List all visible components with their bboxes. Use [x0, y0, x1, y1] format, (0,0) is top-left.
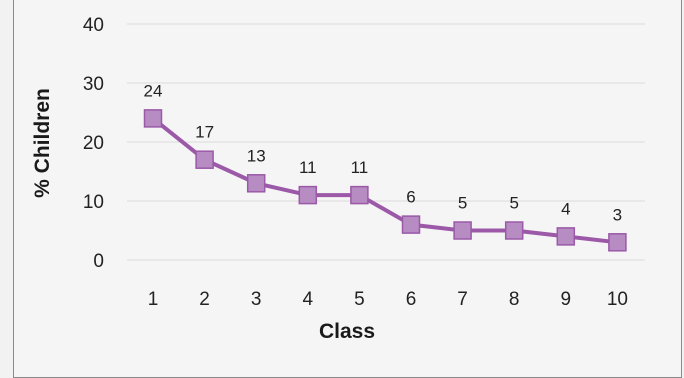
x-tick-label: 8: [509, 289, 520, 310]
marker-layer: [143, 109, 627, 252]
y-tick-label: 30: [83, 74, 104, 95]
series-line: [151, 116, 618, 245]
data-point-marker: [453, 221, 472, 240]
x-tick-label: 9: [561, 289, 572, 310]
data-label-layer: 24 17 13 11 11 6 5 5 4 3: [144, 81, 623, 224]
x-tick-label: 2: [199, 289, 210, 310]
chart-frame: [13, 0, 682, 378]
y-tick-label: 10: [83, 192, 104, 213]
y-tick-label: 20: [83, 133, 104, 154]
y-axis-title: % Children: [31, 88, 54, 198]
x-tick-label: 3: [251, 289, 262, 310]
data-label: 3: [613, 205, 622, 224]
data-label: 4: [561, 199, 570, 218]
y-tick-label: 40: [83, 15, 104, 36]
y-axis-ticks: 0 10 20 30 40: [83, 15, 104, 272]
x-tick-label: 7: [457, 289, 468, 310]
data-label: 11: [299, 158, 317, 177]
data-point-marker: [504, 221, 524, 240]
data-point-marker: [556, 227, 576, 246]
data-label: 24: [144, 81, 163, 100]
data-point-marker: [195, 150, 214, 169]
gridlines: [127, 23, 645, 261]
x-tick-label: 4: [303, 289, 314, 310]
x-tick-label: 6: [406, 289, 417, 310]
data-label: 5: [509, 194, 518, 213]
x-axis-ticks: 1 2 3 4 5 6 7 8 9 10: [148, 289, 628, 310]
data-point-marker: [143, 109, 163, 128]
data-label: 5: [458, 194, 467, 213]
series-line-layer: [151, 116, 618, 245]
data-point-marker: [246, 174, 266, 193]
data-point-marker: [298, 185, 318, 205]
line-chart: 0 10 20 30 40 1 2 3 4 5 6 7 8 9 10 24 17 13 11 11 6 5 5 4 3 Cl…: [31, 15, 645, 343]
data-point-marker: [608, 233, 627, 252]
x-tick-label: 1: [148, 289, 159, 310]
data-label: 13: [247, 146, 266, 165]
data-label: 17: [195, 123, 214, 142]
data-label: 11: [351, 158, 369, 177]
y-tick-label: 0: [93, 251, 104, 272]
x-tick-label: 10: [607, 289, 628, 310]
x-tick-label: 5: [354, 289, 365, 310]
data-point-marker: [401, 215, 421, 234]
x-axis-title: Class: [319, 320, 375, 343]
data-label: 6: [406, 188, 415, 207]
data-point-marker: [350, 185, 369, 205]
